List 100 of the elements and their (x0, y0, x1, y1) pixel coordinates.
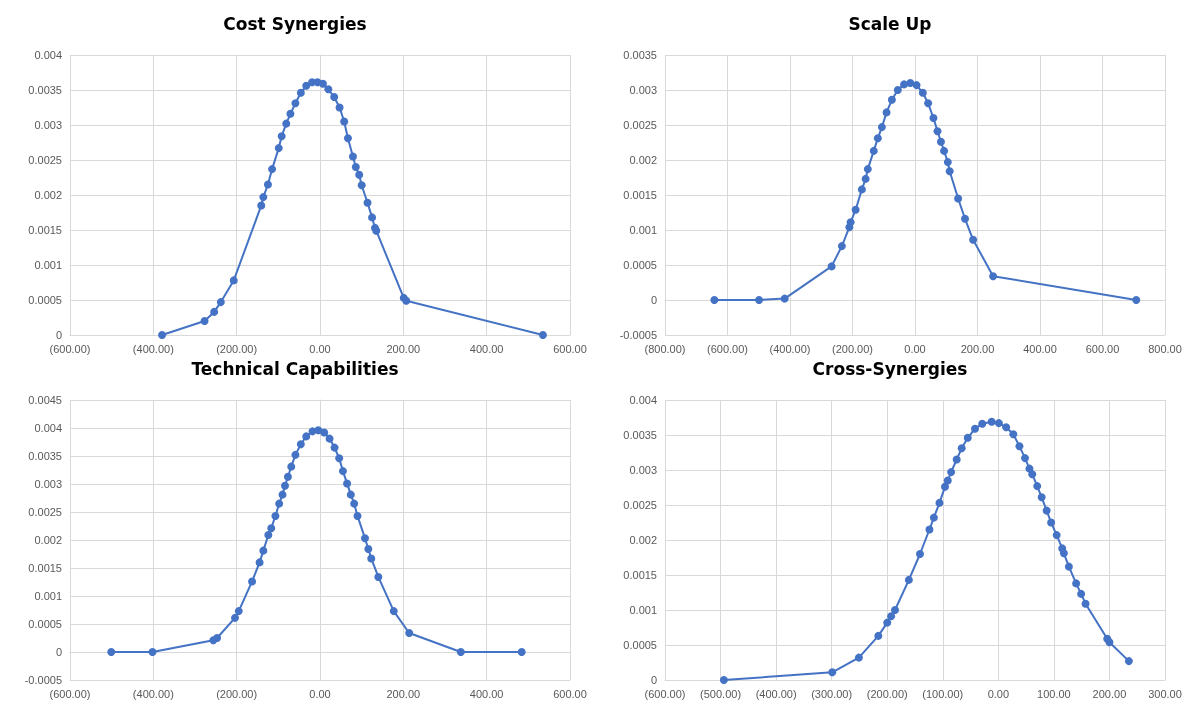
y-tick-label: 0.0015 (623, 569, 657, 581)
point (286, 109, 295, 118)
x-tick-label: 600.00 (553, 687, 587, 700)
x-tick-label: (200.00) (216, 342, 258, 355)
y-tick-label: 0.0025 (623, 499, 657, 511)
x-tick-label: 800.00 (1148, 342, 1182, 355)
point (1052, 531, 1061, 540)
y-tick-label: 0.004 (629, 394, 657, 406)
point (350, 499, 359, 508)
point (538, 331, 547, 339)
point (213, 634, 222, 642)
point (969, 235, 978, 244)
point (361, 534, 369, 543)
point (281, 481, 289, 490)
point (929, 513, 938, 522)
point (148, 648, 157, 656)
y-tick-label: 0.001 (629, 224, 657, 236)
point (936, 137, 945, 146)
point (957, 444, 966, 453)
x-tick-label: 0.00 (987, 687, 1010, 700)
point (854, 653, 863, 662)
point (517, 648, 526, 656)
point (335, 454, 344, 463)
point (1072, 579, 1081, 588)
point (918, 88, 927, 97)
x-tick-label: (200.00) (866, 687, 908, 700)
point (943, 476, 952, 485)
x-tick-label: (800.00) (644, 342, 686, 355)
point (278, 490, 287, 499)
y-tick-label: 0.0045 (28, 394, 62, 406)
x-tick-label: (400.00) (769, 342, 811, 355)
point (851, 205, 860, 214)
y-tick-label: 0.001 (629, 604, 657, 616)
y-tick-label: 0.002 (34, 189, 62, 201)
x-tick-label: 200.00 (1092, 687, 1127, 700)
point (940, 146, 949, 155)
point (330, 443, 339, 452)
y-tick-label: 0.0005 (623, 639, 657, 651)
y-tick-label: 0.003 (34, 478, 62, 490)
point (863, 165, 872, 174)
point (287, 462, 296, 471)
y-tick-label: 0.002 (629, 154, 657, 166)
point (912, 81, 921, 90)
point (719, 676, 728, 684)
point (929, 114, 938, 122)
point (296, 88, 305, 97)
point (906, 79, 915, 87)
point (325, 434, 334, 443)
y-tick-label: 0.0005 (28, 618, 62, 630)
point (846, 218, 855, 227)
point (405, 628, 414, 637)
point (987, 417, 996, 426)
point (873, 134, 882, 143)
x-tick-label: (100.00) (922, 687, 964, 700)
x-tick-label: 200.00 (386, 342, 421, 355)
point (857, 185, 866, 194)
x-tick-label: 400.00 (469, 342, 504, 355)
point (945, 167, 954, 176)
point (710, 296, 719, 304)
point (340, 117, 349, 126)
point (755, 296, 764, 304)
x-tick-label: (400.00) (132, 342, 174, 355)
x-tick-label: 0.00 (904, 342, 926, 355)
y-tick-label: 0.004 (34, 49, 62, 61)
point (941, 482, 949, 491)
x-tick-label: 0.00 (309, 687, 331, 700)
point (883, 618, 892, 627)
point (274, 144, 283, 153)
point (259, 546, 268, 555)
point (1037, 493, 1046, 502)
point (277, 132, 286, 141)
point (994, 419, 1003, 428)
point (947, 468, 956, 477)
point (1042, 506, 1051, 515)
point (267, 524, 276, 533)
y-tick-label: 0.0005 (28, 294, 62, 306)
x-tick-label: 400.00 (1023, 342, 1057, 355)
point (935, 498, 944, 507)
point (275, 499, 284, 508)
point (887, 612, 896, 621)
y-tick-label: 0 (650, 294, 657, 306)
point (271, 511, 280, 520)
x-tick-label: 100.00 (1037, 687, 1071, 700)
point (963, 433, 972, 442)
point (343, 134, 352, 143)
y-tick-label: -0.0005 (619, 329, 657, 341)
y-tick-label: 0 (650, 674, 657, 686)
y-tick-label: -0.0005 (24, 674, 62, 686)
x-tick-label: 600.00 (1085, 342, 1120, 355)
x-tick-label: (600.00) (707, 342, 748, 355)
point (257, 201, 266, 210)
chart-title: Technical Capabilities (191, 358, 399, 379)
y-tick-label: 0.0025 (28, 506, 62, 518)
point (234, 607, 243, 616)
point (869, 146, 878, 155)
point (364, 544, 373, 553)
point (348, 152, 357, 161)
point (302, 432, 311, 441)
y-tick-label: 0.004 (34, 422, 62, 434)
y-tick-label: 0.001 (34, 590, 62, 602)
